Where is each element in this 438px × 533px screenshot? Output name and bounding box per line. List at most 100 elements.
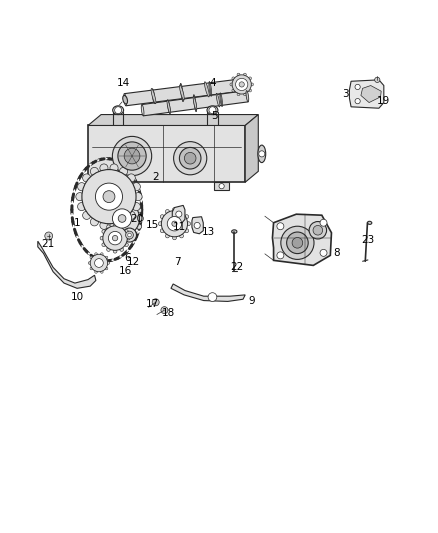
Polygon shape [192, 217, 203, 234]
Text: 16: 16 [119, 266, 132, 276]
Text: 7: 7 [174, 257, 181, 267]
Circle shape [194, 222, 200, 229]
Circle shape [159, 222, 162, 225]
Circle shape [161, 306, 168, 313]
Text: 14: 14 [117, 78, 131, 88]
Circle shape [108, 231, 113, 236]
Circle shape [126, 231, 134, 239]
Circle shape [244, 73, 246, 76]
Circle shape [101, 271, 103, 273]
Circle shape [185, 215, 189, 219]
Circle shape [123, 228, 137, 242]
Circle shape [180, 234, 184, 238]
Circle shape [313, 225, 323, 235]
Circle shape [113, 236, 118, 241]
Circle shape [95, 259, 103, 268]
Circle shape [176, 211, 182, 217]
Polygon shape [272, 214, 332, 265]
Text: 2: 2 [152, 172, 159, 182]
Circle shape [108, 201, 113, 206]
Bar [93, 182, 109, 190]
Circle shape [136, 224, 141, 229]
Circle shape [120, 167, 127, 175]
Circle shape [286, 232, 308, 254]
Circle shape [131, 231, 136, 236]
Circle shape [277, 252, 284, 259]
Circle shape [132, 183, 141, 191]
Ellipse shape [246, 91, 249, 102]
Circle shape [232, 89, 235, 92]
Circle shape [102, 243, 106, 247]
Circle shape [208, 293, 217, 302]
Circle shape [45, 232, 53, 240]
Circle shape [124, 198, 129, 203]
Circle shape [185, 229, 189, 233]
Circle shape [113, 136, 152, 176]
Circle shape [281, 226, 314, 260]
Circle shape [259, 151, 265, 157]
Circle shape [166, 234, 170, 238]
Circle shape [78, 203, 86, 211]
Circle shape [131, 201, 136, 206]
Polygon shape [38, 241, 96, 288]
Polygon shape [88, 115, 258, 125]
Circle shape [107, 248, 110, 252]
Circle shape [100, 221, 108, 229]
Circle shape [232, 75, 251, 94]
Circle shape [249, 89, 251, 92]
Circle shape [102, 230, 106, 233]
Circle shape [107, 225, 110, 229]
Ellipse shape [180, 83, 184, 102]
Text: 11: 11 [173, 222, 186, 232]
Text: 22: 22 [231, 262, 244, 272]
Bar [214, 182, 230, 190]
Circle shape [172, 221, 177, 227]
Circle shape [249, 77, 251, 80]
Ellipse shape [124, 94, 127, 106]
Text: 18: 18 [162, 308, 175, 318]
Text: 6: 6 [124, 253, 131, 263]
Ellipse shape [232, 230, 237, 233]
Polygon shape [245, 115, 258, 182]
Circle shape [127, 174, 135, 182]
Text: 4: 4 [209, 78, 216, 88]
Text: 3: 3 [343, 89, 349, 99]
Circle shape [100, 164, 108, 172]
Ellipse shape [180, 85, 184, 100]
Ellipse shape [367, 221, 372, 224]
Circle shape [90, 267, 93, 270]
Circle shape [115, 198, 120, 203]
Circle shape [113, 223, 117, 227]
Circle shape [209, 107, 216, 114]
Polygon shape [88, 125, 245, 182]
Circle shape [160, 229, 164, 233]
Circle shape [124, 148, 140, 164]
Circle shape [236, 78, 248, 91]
Circle shape [134, 192, 142, 201]
Circle shape [102, 224, 108, 229]
Polygon shape [142, 91, 248, 116]
Ellipse shape [220, 93, 223, 107]
Text: 1: 1 [74, 218, 81, 228]
Text: 19: 19 [377, 96, 390, 107]
Circle shape [90, 254, 108, 272]
Circle shape [83, 174, 91, 182]
Circle shape [108, 231, 122, 245]
Circle shape [125, 230, 128, 233]
Circle shape [115, 234, 120, 239]
Ellipse shape [193, 96, 197, 110]
Circle shape [309, 222, 327, 239]
Circle shape [237, 73, 240, 76]
Circle shape [113, 249, 117, 253]
Ellipse shape [194, 95, 197, 111]
Text: 21: 21 [41, 239, 54, 249]
Circle shape [124, 234, 129, 239]
Circle shape [127, 211, 135, 220]
Ellipse shape [167, 100, 170, 114]
Polygon shape [124, 79, 240, 106]
Circle shape [173, 236, 177, 240]
Text: 17: 17 [146, 298, 159, 309]
Circle shape [82, 169, 136, 224]
Circle shape [152, 299, 159, 306]
Circle shape [251, 83, 254, 86]
